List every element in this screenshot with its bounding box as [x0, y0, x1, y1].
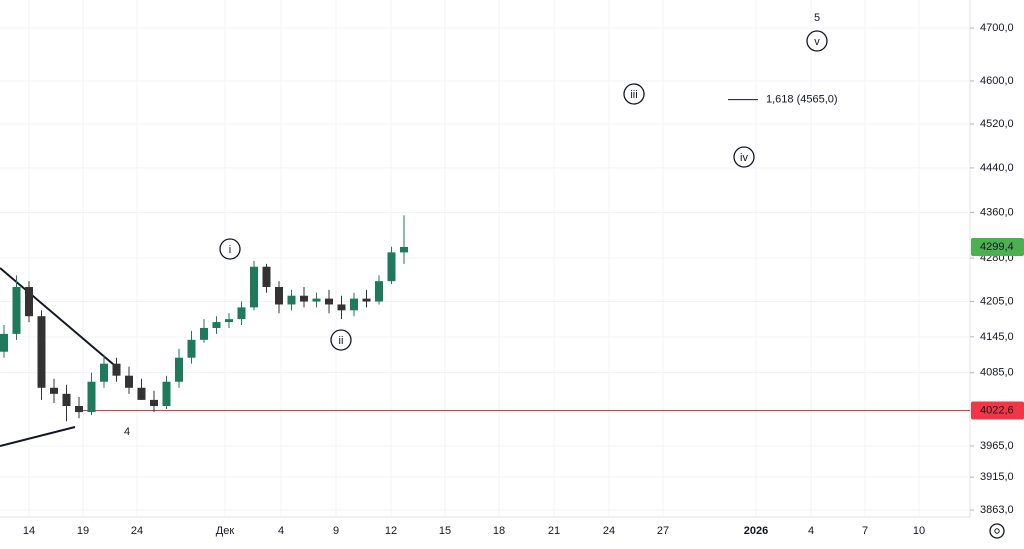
x-tick-label: 24 — [131, 525, 143, 537]
candle-body — [375, 281, 383, 302]
last-price-tag — [971, 237, 1024, 256]
x-tick-label: 24 — [603, 525, 615, 537]
wave-label: ii — [339, 335, 344, 347]
y-tick-label: 4600,0 — [980, 75, 1014, 87]
x-tick-label: 4 — [808, 525, 814, 537]
candle-body — [362, 298, 371, 302]
y-tick-label: 4520,0 — [980, 118, 1014, 130]
x-tick-label: 2026 — [744, 525, 768, 537]
candle-body — [162, 381, 171, 406]
trendline — [0, 426, 76, 447]
wave-circle — [623, 83, 645, 105]
y-tick-label: 4085,0 — [980, 367, 1014, 379]
fib-label: 1,618 (4565,0) — [766, 94, 838, 106]
y-tick-label: 4145,0 — [980, 331, 1014, 343]
candle-body — [225, 319, 233, 323]
candle-body — [187, 339, 196, 358]
y-tick-label: 4440,0 — [980, 162, 1014, 174]
wave-circle — [330, 329, 352, 351]
x-tick-label: 15 — [439, 525, 451, 537]
x-tick-label: 18 — [493, 525, 505, 537]
wave-label: v — [814, 36, 820, 48]
candle-body — [262, 266, 271, 287]
candle-body — [100, 363, 108, 382]
candle-body — [275, 286, 283, 305]
candle-body — [75, 405, 83, 413]
y-tick-label: 4205,0 — [980, 295, 1014, 307]
y-tick-label: 3863,0 — [980, 504, 1014, 516]
x-tick-label: 21 — [548, 525, 560, 537]
wave-label: i — [229, 244, 231, 256]
candle-body — [300, 295, 308, 302]
x-tick-label: 10 — [913, 525, 925, 537]
wave-circle — [806, 30, 828, 52]
wave-circle — [219, 238, 241, 260]
candle-body — [0, 333, 8, 352]
wave-label: 4 — [124, 426, 130, 438]
candle-body — [12, 286, 21, 334]
y-tick-label: 3965,0 — [980, 440, 1014, 452]
x-tick-label: 19 — [77, 525, 89, 537]
settings-icon[interactable] — [989, 523, 1005, 539]
candle-body — [112, 363, 121, 376]
y-tick-label: 4360,0 — [980, 206, 1014, 218]
candle-body — [350, 298, 358, 311]
candle-body — [387, 252, 396, 282]
candle-body — [212, 322, 221, 328]
candle-body — [37, 316, 46, 388]
last-price-label: 4299,4 — [980, 241, 1014, 253]
y-tick-label: 4700,0 — [980, 22, 1014, 34]
level-tag — [971, 401, 1024, 420]
candle-body — [337, 304, 346, 311]
candle-body — [312, 298, 321, 302]
candle-body — [125, 375, 133, 388]
trendline — [0, 267, 121, 371]
x-tick-label: Дек — [216, 525, 235, 537]
candle-body — [287, 295, 296, 305]
candle-body — [237, 307, 246, 320]
x-tick-label: 14 — [23, 525, 35, 537]
y-tick-label: 3915,0 — [980, 471, 1014, 483]
candle-body — [250, 266, 258, 308]
candle-body — [50, 387, 58, 394]
x-tick-label: 27 — [657, 525, 669, 537]
candle-body — [175, 357, 183, 382]
wave-label: 5 — [814, 12, 820, 24]
wave-circle — [733, 146, 755, 168]
x-tick-label: 9 — [333, 525, 339, 537]
wave-label: iii — [630, 89, 637, 101]
level-label: 4022,6 — [980, 404, 1014, 416]
x-tick-label: 4 — [278, 525, 284, 537]
candle-body — [400, 246, 408, 253]
candle-body — [62, 393, 71, 406]
candle-body — [87, 381, 96, 413]
candle-body — [325, 298, 333, 305]
candle-body — [200, 327, 208, 340]
x-tick-label: 7 — [862, 525, 868, 537]
candle-body — [137, 387, 146, 400]
candle-body — [25, 286, 33, 317]
x-tick-label: 12 — [385, 525, 397, 537]
wave-label: iv — [740, 152, 748, 164]
candle-body — [150, 399, 158, 406]
